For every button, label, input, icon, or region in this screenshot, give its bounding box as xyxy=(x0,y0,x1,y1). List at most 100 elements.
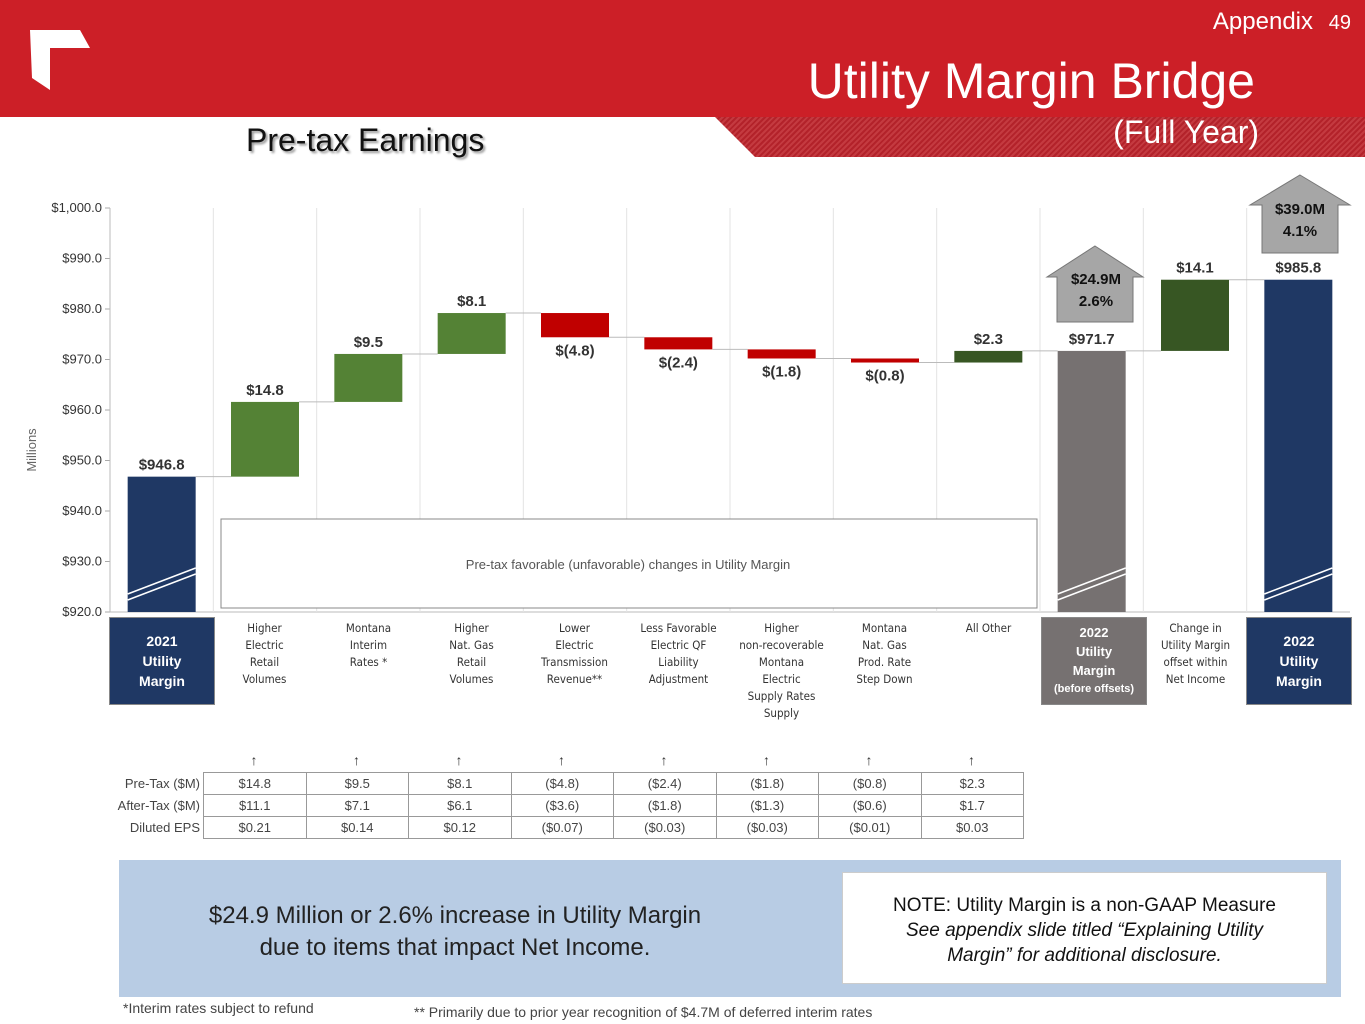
table-cell: ($1.8) xyxy=(613,794,717,817)
y-tick-label: $920.0 xyxy=(62,604,102,619)
bar-7 xyxy=(851,358,919,363)
bar-11 xyxy=(1264,279,1333,612)
table-cell: $1.7 xyxy=(920,794,1024,817)
table-cell: ($0.07) xyxy=(510,816,614,839)
label-line: Transmission xyxy=(541,655,609,669)
callout-end: $39.0M 4.1% xyxy=(1247,199,1353,243)
y-tick-label: $970.0 xyxy=(62,352,102,367)
label-line: Step Down xyxy=(856,672,913,686)
annotation-box xyxy=(220,518,1038,609)
data-label: $(0.8) xyxy=(865,368,904,385)
page-title: Utility Margin Bridge xyxy=(807,53,1255,109)
page-number: 49 xyxy=(1328,12,1351,34)
label-line: Retail xyxy=(456,655,487,669)
label-line: Nat. Gas xyxy=(862,638,908,652)
label-line: Liability xyxy=(657,655,699,669)
table-cell: ($0.03) xyxy=(715,816,819,839)
bar-9 xyxy=(1057,350,1126,612)
y-tick-label: $940.0 xyxy=(62,503,102,518)
label-line: Higher xyxy=(454,621,489,635)
table-cell: $9.5 xyxy=(305,772,409,795)
axis-break-mark xyxy=(127,573,196,601)
category-2021-utility-margin: 2021 Utility Margin xyxy=(109,617,215,705)
y-tick-label: $960.0 xyxy=(62,402,102,417)
category-label: Montana Nat. Gas Prod. Rate Step Down xyxy=(838,620,931,688)
up-arrow-icon: ↑ xyxy=(660,752,668,768)
label-line: Retail xyxy=(250,655,280,669)
table-cell: $7.1 xyxy=(305,794,409,817)
table-cell: $0.12 xyxy=(408,816,512,839)
category-change-offset: Change in Utility Margin offset within Net … xyxy=(1149,620,1242,688)
note-line: See appendix slide titled “Explaining Ut… xyxy=(906,920,1263,941)
category-label: Higher Electric Retail Volumes xyxy=(218,620,311,688)
bar-8 xyxy=(954,350,1023,363)
data-label: $9.5 xyxy=(354,334,383,351)
summary-line: $24.9 Million or 2.6% increase in Utilit… xyxy=(208,902,702,929)
header-stripe xyxy=(715,117,1365,157)
table-cell: ($3.6) xyxy=(510,794,614,817)
label-line: Utility xyxy=(1279,653,1319,669)
bar-0 xyxy=(127,476,196,612)
label-line: offset within xyxy=(1163,655,1228,669)
table-row: $14.8 $9.5 $8.1 ($4.8) ($2.4) ($1.8) ($0.8) $2.… xyxy=(203,772,1024,795)
bar-2 xyxy=(334,353,403,402)
y-tick-label: $990.0 xyxy=(62,251,102,266)
category-2022-before-offsets: 2022 Utility Margin (before offsets) xyxy=(1041,617,1147,705)
logo-icon xyxy=(30,30,90,90)
table-cell: ($0.01) xyxy=(818,816,922,839)
table-cell: $0.03 xyxy=(920,816,1024,839)
row-label-pretax: Pre-Tax ($M) xyxy=(124,776,200,791)
label-line: Lower xyxy=(559,621,591,635)
label-line: Utility xyxy=(1075,644,1113,659)
label-line: Volumes xyxy=(449,672,494,686)
category-label: Lower Electric Transmission Revenue** xyxy=(528,620,621,688)
header-band xyxy=(0,0,1365,117)
callout-mid: $24.9M 2.6% xyxy=(1043,269,1149,313)
note-line: NOTE: Utility Margin is a non-GAAP Measu… xyxy=(893,895,1276,916)
y-tick-label: $1,000.0 xyxy=(51,200,102,215)
category-label: Less Favorable Electric QF Liability Adjust… xyxy=(632,620,725,688)
bar-3 xyxy=(437,313,506,354)
bar-5 xyxy=(644,337,713,350)
table-cell: ($4.8) xyxy=(510,772,614,795)
axis-break-mark xyxy=(1057,573,1126,601)
label-line: Nat. Gas xyxy=(449,638,494,652)
y-tick-label: $980.0 xyxy=(62,301,102,316)
table-cell: ($0.6) xyxy=(818,794,922,817)
table-cell: $2.3 xyxy=(920,772,1024,795)
callout-mid-pct: 2.6% xyxy=(1078,293,1114,310)
impact-table: $14.8 $9.5 $8.1 ($4.8) ($2.4) ($1.8) ($0.8) $2.… xyxy=(203,772,1024,839)
bar-4 xyxy=(541,313,609,338)
up-arrow-icon: ↑ xyxy=(968,752,975,768)
bar-6 xyxy=(747,349,816,359)
label-line: Utility xyxy=(142,653,182,669)
table-cell: ($2.4) xyxy=(613,772,717,795)
data-label: $985.8 xyxy=(1275,260,1321,277)
table-cell: $6.1 xyxy=(408,794,512,817)
summary-line: due to items that impact Net Income. xyxy=(259,934,651,961)
up-arrow-icon xyxy=(1045,245,1145,323)
label-line: (before offsets) xyxy=(1053,683,1135,695)
table-cell: $11.1 xyxy=(203,794,307,817)
category-label: Higher Nat. Gas Retail Volumes xyxy=(425,620,518,688)
row-label-aftertax: After-Tax ($M) xyxy=(117,798,200,813)
table-cell: $8.1 xyxy=(408,772,512,795)
footnote-transmission: ** Primarily due to prior year recogniti… xyxy=(414,1004,873,1020)
annotation-text: Pre-tax favorable (unfavorable) changes … xyxy=(466,557,790,572)
page-subtitle: (Full Year) xyxy=(1113,114,1259,150)
axis-break-mark xyxy=(127,567,196,595)
data-label: $2.3 xyxy=(974,331,1003,348)
axis-break-mark xyxy=(1264,567,1333,595)
label-line: Change in xyxy=(1169,621,1222,635)
up-arrow-icon: ↑ xyxy=(455,752,463,768)
table-cell: $0.14 xyxy=(305,816,409,839)
y-axis-label: Millions xyxy=(24,428,39,472)
up-arrow-icon xyxy=(1248,174,1352,254)
chart-heading: Pre-tax Earnings xyxy=(246,122,485,158)
label-line: Interim xyxy=(349,638,387,652)
data-label: $8.1 xyxy=(457,293,486,310)
data-label: $14.1 xyxy=(1176,260,1214,277)
label-line: Adjustment xyxy=(648,672,708,686)
footnote-interim: *Interim rates subject to refund xyxy=(123,1000,314,1016)
y-tick-label: $930.0 xyxy=(62,554,102,569)
